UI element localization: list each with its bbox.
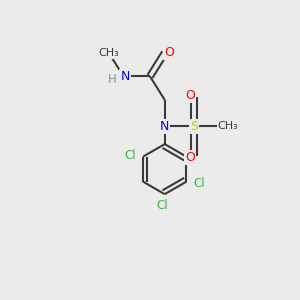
Text: CH₃: CH₃: [98, 48, 119, 58]
Text: N: N: [120, 70, 130, 83]
Text: N: N: [160, 120, 169, 133]
Text: O: O: [185, 89, 195, 102]
Text: O: O: [185, 151, 195, 164]
Text: Cl: Cl: [124, 149, 136, 162]
Text: H: H: [108, 73, 117, 86]
Text: S: S: [190, 120, 198, 133]
Text: Cl: Cl: [194, 177, 206, 190]
Text: CH₃: CH₃: [218, 122, 238, 131]
Text: Cl: Cl: [156, 199, 168, 212]
Text: O: O: [164, 46, 174, 59]
